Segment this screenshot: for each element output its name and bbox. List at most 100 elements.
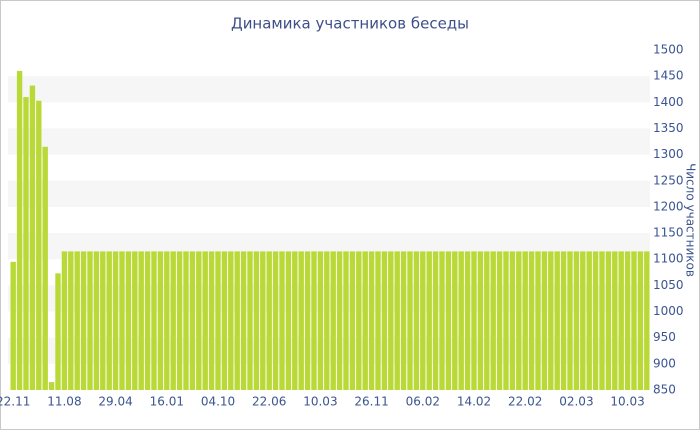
bar <box>349 251 356 390</box>
bar <box>119 251 125 390</box>
x-tick-label: 22.11 <box>0 395 30 409</box>
bar <box>330 251 336 390</box>
bar <box>292 251 298 390</box>
y-tick-label: 850 <box>653 383 676 397</box>
bar <box>612 251 618 390</box>
bar <box>368 251 375 390</box>
bar <box>503 251 509 390</box>
bar <box>541 251 548 390</box>
bar <box>183 251 189 390</box>
bar <box>100 251 106 390</box>
x-tick-label: 10.03 <box>610 395 644 409</box>
bar <box>170 251 176 390</box>
y-axis-label: Число участников <box>684 163 698 277</box>
bar <box>61 251 68 390</box>
bar <box>285 251 292 390</box>
x-tick-label: 22.02 <box>508 395 542 409</box>
bar <box>362 251 368 390</box>
bar <box>394 251 400 390</box>
bar <box>42 146 48 390</box>
bar <box>644 251 650 390</box>
bar <box>125 251 132 390</box>
bar <box>445 251 452 390</box>
bar <box>452 251 458 390</box>
bar <box>381 251 388 390</box>
bar <box>439 251 445 390</box>
x-tick-label: 14.02 <box>457 395 491 409</box>
bar <box>420 251 426 390</box>
x-tick-label: 06.02 <box>406 395 440 409</box>
bar <box>580 251 586 390</box>
bar <box>356 251 362 390</box>
x-tick-label: 16.01 <box>150 395 184 409</box>
bar <box>253 251 260 390</box>
bar <box>48 382 55 390</box>
y-tick-label: 950 <box>653 330 676 344</box>
x-tick-label: 22.06 <box>252 395 286 409</box>
y-tick-label: 1400 <box>653 95 684 109</box>
bar <box>605 251 612 390</box>
bar <box>336 251 343 390</box>
bar <box>522 251 528 390</box>
bar <box>477 251 484 390</box>
bar <box>55 273 61 390</box>
bar <box>624 251 631 390</box>
bar <box>68 251 74 390</box>
bar <box>36 100 42 390</box>
bar <box>413 251 420 390</box>
bar <box>74 251 80 390</box>
bar <box>228 251 234 390</box>
y-tick-label: 1300 <box>653 147 684 161</box>
bar <box>23 97 29 391</box>
bar <box>535 251 541 390</box>
bar <box>554 251 560 390</box>
bar <box>304 251 311 390</box>
x-tick-label: 11.08 <box>47 395 81 409</box>
x-tick-label: 10.03 <box>303 395 337 409</box>
grid-band <box>8 76 650 103</box>
bar <box>298 251 304 390</box>
bar <box>10 261 16 390</box>
bar <box>631 251 637 390</box>
bar <box>432 251 439 390</box>
bar <box>490 251 496 390</box>
bar <box>240 251 247 390</box>
x-tick-label: 04.10 <box>201 395 235 409</box>
bar <box>548 251 554 390</box>
bar <box>458 251 464 390</box>
bar <box>400 251 407 390</box>
y-tick-label: 1250 <box>653 173 684 187</box>
bar <box>29 85 36 391</box>
bar <box>311 251 317 390</box>
bar <box>196 251 202 390</box>
y-tick-label: 1050 <box>653 278 684 292</box>
x-tick-label: 02.03 <box>559 395 593 409</box>
bar <box>151 251 157 390</box>
bar <box>375 251 381 390</box>
y-tick-label: 1200 <box>653 199 684 213</box>
bar <box>592 251 599 390</box>
bar <box>266 251 272 390</box>
bar <box>471 251 477 390</box>
bar <box>637 251 644 390</box>
bar <box>189 251 196 390</box>
bar <box>132 251 138 390</box>
bar <box>618 251 624 390</box>
bar <box>221 251 228 390</box>
bar <box>112 251 119 390</box>
bar <box>164 251 170 390</box>
bar <box>496 251 503 390</box>
y-tick-label: 1000 <box>653 304 684 318</box>
bar <box>215 251 221 390</box>
y-tick-label: 1150 <box>653 226 684 240</box>
bar <box>176 251 183 390</box>
bar <box>509 251 516 390</box>
bar <box>247 251 253 390</box>
bar <box>567 251 573 390</box>
bar <box>16 70 23 390</box>
bar <box>343 251 349 390</box>
bar <box>144 251 151 390</box>
bar <box>388 251 394 390</box>
y-tick-label: 1500 <box>653 43 684 57</box>
